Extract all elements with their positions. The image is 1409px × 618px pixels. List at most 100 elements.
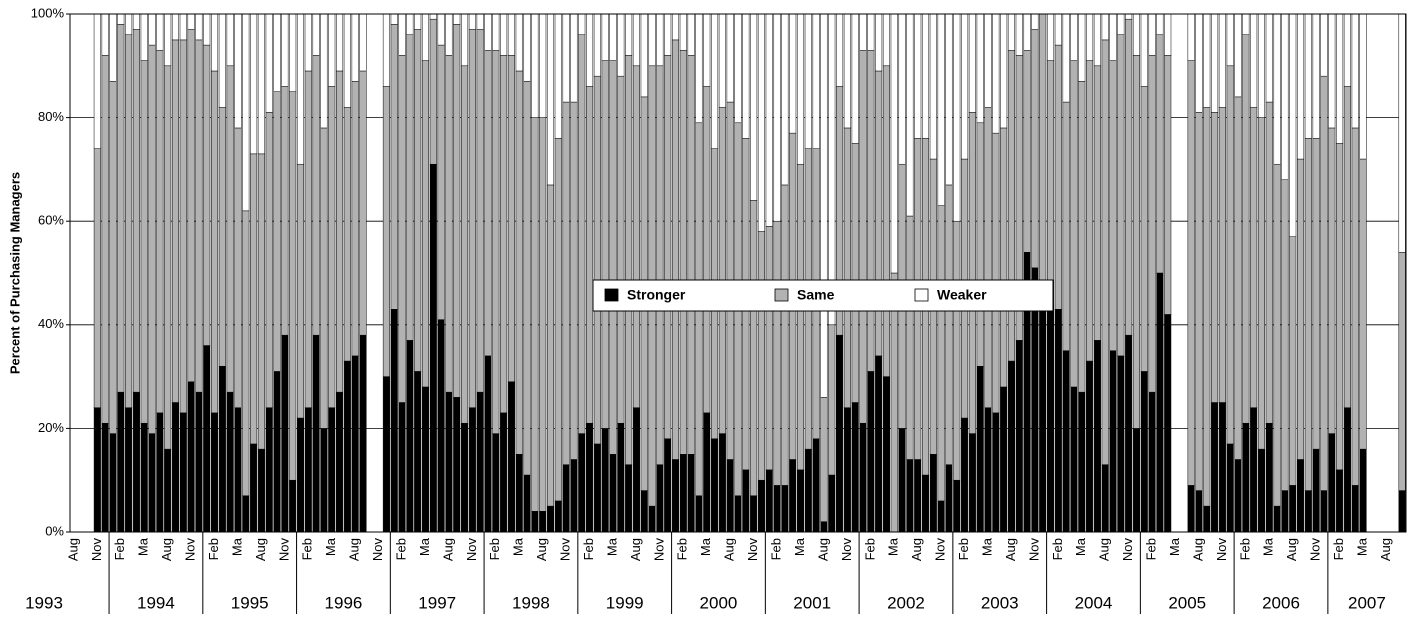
bar-segment xyxy=(757,231,765,481)
bar-segment xyxy=(890,13,898,274)
bar-segment xyxy=(500,13,508,56)
x-tick-label: Feb xyxy=(1144,538,1159,560)
bar-segment xyxy=(586,13,594,87)
x-tick-label: Nov xyxy=(651,538,666,562)
bar-segment xyxy=(312,13,320,56)
x-tick-label: Nov xyxy=(370,538,385,562)
bar-segment xyxy=(304,407,312,533)
bar-segment xyxy=(1046,303,1055,533)
bar-segment xyxy=(195,13,203,41)
bar-segment xyxy=(1046,60,1055,305)
bar-segment xyxy=(148,44,156,434)
bar-segment xyxy=(1351,127,1359,486)
bar-segment xyxy=(617,75,625,424)
bar-segment xyxy=(445,391,453,533)
bar-segment xyxy=(765,226,773,471)
y-tick-label: 40% xyxy=(38,316,64,331)
bar-segment xyxy=(953,13,961,222)
x-tick-label: Nov xyxy=(1308,538,1323,562)
bar-segment xyxy=(687,55,695,455)
bar-segment xyxy=(789,459,797,533)
bar-segment xyxy=(468,29,476,408)
bar-segment xyxy=(1101,13,1109,41)
bar-segment xyxy=(648,13,656,67)
bar-segment xyxy=(1250,106,1258,408)
bar-segment xyxy=(336,13,344,72)
x-tick-label: Feb xyxy=(112,538,127,560)
bar-segment xyxy=(820,521,828,533)
x-tick-label: Ma xyxy=(604,537,619,556)
bar-segment xyxy=(218,13,226,108)
bar-segment xyxy=(1015,13,1023,56)
x-tick-label: Aug xyxy=(1097,538,1112,561)
bar-segment xyxy=(484,355,492,533)
bar-segment xyxy=(1000,127,1008,388)
year-label: 1994 xyxy=(137,593,175,612)
bar-segment xyxy=(1312,13,1320,139)
bar-segment xyxy=(382,13,390,87)
bar-segment xyxy=(492,13,500,51)
bar-segment xyxy=(976,365,984,533)
bar-segment xyxy=(500,55,508,414)
bar-segment xyxy=(750,13,758,201)
bar-segment xyxy=(211,412,219,533)
bar-segment xyxy=(296,417,305,533)
bar-segment xyxy=(93,148,101,408)
bar-segment xyxy=(906,13,914,217)
bar-segment xyxy=(351,13,359,82)
bar-segment xyxy=(1000,13,1008,129)
bar-segment xyxy=(695,13,703,124)
bar-segment xyxy=(1187,60,1195,486)
bar-segment xyxy=(976,13,984,124)
bar-segment xyxy=(609,13,617,61)
bar-segment xyxy=(836,13,844,87)
bar-segment xyxy=(945,464,953,533)
bar-segment xyxy=(546,184,555,507)
bar-segment xyxy=(664,13,672,56)
bar-segment xyxy=(961,13,969,160)
x-tick-label: Aug xyxy=(253,538,268,561)
axes: 0% 20% 40% 60% 80% 100% Aug Nov Feb Ma Aug Nov Feb Ma… xyxy=(25,5,1407,614)
bar-segment xyxy=(1007,13,1015,51)
bar-segment xyxy=(226,391,234,533)
x-tick-label: Ma xyxy=(136,537,151,556)
bar-segment xyxy=(617,422,625,533)
bar-segment xyxy=(437,13,445,46)
bar-segment xyxy=(476,29,484,393)
x-tick-label: Nov xyxy=(745,538,760,562)
bar-segment xyxy=(476,391,484,533)
bar-segment xyxy=(765,469,773,533)
bar-segment xyxy=(992,132,1000,414)
bar-segment xyxy=(226,65,234,393)
bar-segment xyxy=(1203,106,1211,507)
bar-segment xyxy=(664,55,672,440)
bar-segment xyxy=(625,13,633,56)
bar-segment xyxy=(1054,13,1062,46)
bar-segment xyxy=(195,39,203,393)
bar-segment xyxy=(757,13,765,232)
bar-segment xyxy=(546,505,555,533)
bar-segment xyxy=(1265,101,1273,424)
bar-segment xyxy=(703,412,711,533)
bar-segment xyxy=(1289,13,1297,237)
x-tick-label: Feb xyxy=(393,538,408,560)
bar-segment xyxy=(1203,13,1211,108)
bar-segment xyxy=(1140,371,1148,533)
bar-segment xyxy=(1148,391,1156,533)
bar-segment xyxy=(851,143,859,403)
bar-segment xyxy=(226,13,234,67)
bar-segment xyxy=(711,13,719,149)
bar-segment xyxy=(882,65,890,377)
bar-segment xyxy=(1218,402,1226,533)
x-tick-label: Aug xyxy=(534,538,549,561)
bar-segment xyxy=(1023,50,1031,253)
bar-segment xyxy=(1078,13,1086,82)
bar-segment xyxy=(453,24,461,398)
bar-segment xyxy=(101,13,109,56)
bar-segment xyxy=(921,13,930,139)
bar-segment xyxy=(1156,34,1164,274)
bar-segment xyxy=(242,13,250,212)
bar-segment xyxy=(578,13,586,35)
bar-segment xyxy=(453,13,461,25)
bar-segment xyxy=(945,184,953,465)
